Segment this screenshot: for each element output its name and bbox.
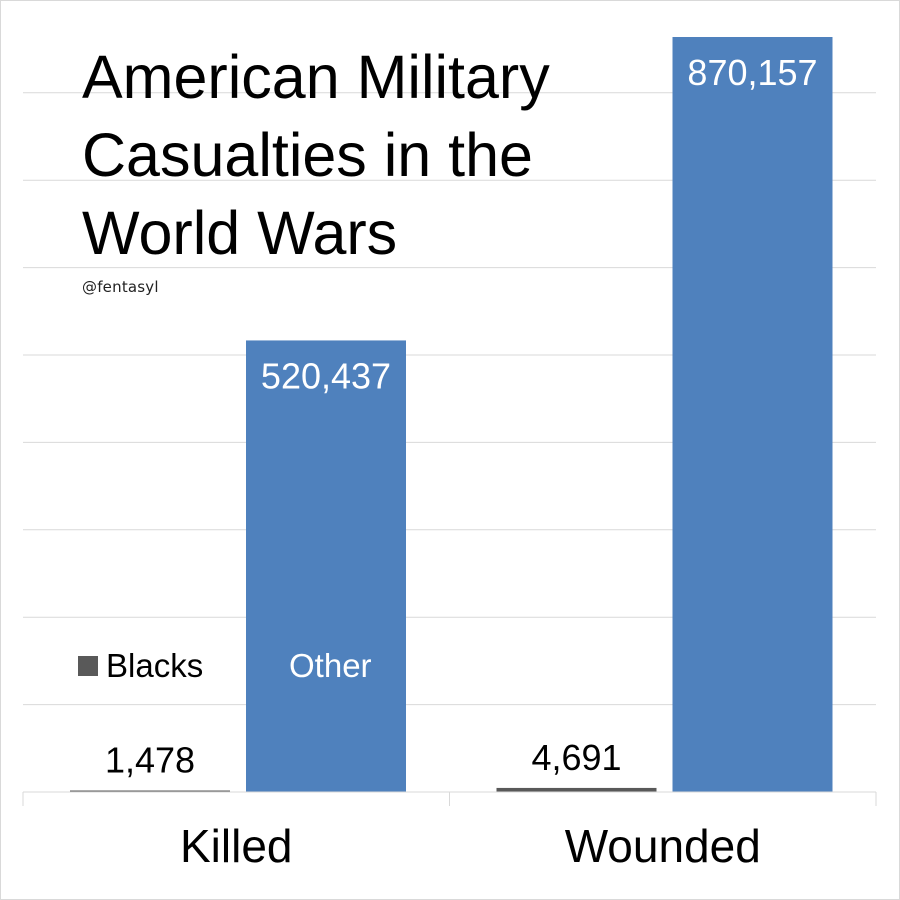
chart-title-line: Casualties in the — [82, 121, 533, 189]
chart-title-line: American Military — [82, 43, 550, 111]
bar-other-wounded — [672, 37, 833, 792]
legend: Blacks Other — [78, 647, 372, 684]
legend-label-other: Other — [289, 647, 372, 684]
x-axis: Killed Wounded — [22, 791, 877, 872]
chart-title: American Military Casualties in the Worl… — [82, 38, 662, 272]
data-label-blacks-wounded: 4,691 — [531, 737, 621, 778]
bar-other-killed — [246, 340, 406, 792]
title-block: American Military Casualties in the Worl… — [82, 38, 662, 296]
chart-title-line: World Wars — [82, 199, 398, 267]
legend-label-blacks: Blacks — [106, 647, 203, 684]
legend-swatch-blacks — [78, 656, 98, 676]
bar-blacks-killed — [70, 790, 230, 792]
data-label-blacks-killed: 1,478 — [105, 740, 195, 781]
data-labels: 1,478 520,437 4,691 870,157 — [105, 52, 818, 781]
data-label-other-killed: 520,437 — [261, 355, 391, 396]
x-tick-label: Wounded — [565, 820, 761, 872]
credit-handle: @fentasyl — [82, 278, 159, 296]
x-tick-label: Killed — [180, 820, 293, 872]
bars — [70, 37, 833, 792]
data-label-other-wounded: 870,157 — [687, 52, 817, 93]
bar-blacks-wounded — [496, 787, 657, 792]
legend-swatch-other — [268, 656, 288, 676]
